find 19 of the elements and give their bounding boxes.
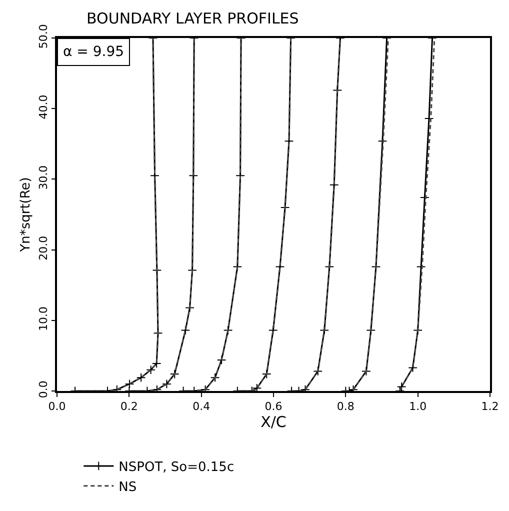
x-tick-label: 0.0 bbox=[48, 400, 66, 413]
y-axis-title: Yn*sqrt(Re) bbox=[18, 177, 34, 253]
legend-label: NSPOT, So=0.15c bbox=[118, 460, 234, 476]
y-tick-label: 10.0 bbox=[36, 306, 50, 331]
x-tick-label: 1.2 bbox=[481, 400, 499, 413]
y-tick-label: 30.0 bbox=[36, 165, 50, 190]
x-axis-title: X/C bbox=[260, 412, 286, 431]
x-tick-label: 0.8 bbox=[336, 400, 354, 413]
y-tick-label: 50.0 bbox=[36, 24, 50, 49]
legend-label: NS bbox=[118, 480, 137, 495]
annotation: α = 9.95 bbox=[63, 44, 124, 60]
x-tick-label: 0.2 bbox=[120, 400, 138, 413]
x-tick-label: 0.4 bbox=[192, 400, 210, 413]
chart-title: BOUNDARY LAYER PROFILES bbox=[86, 9, 299, 28]
y-tick-label: 0.0 bbox=[36, 380, 50, 398]
y-tick-label: 20.0 bbox=[36, 236, 50, 260]
x-tick-label: 0.6 bbox=[264, 400, 282, 413]
y-tick-label: 40.0 bbox=[36, 94, 50, 120]
x-tick-label: 1.0 bbox=[409, 400, 427, 413]
